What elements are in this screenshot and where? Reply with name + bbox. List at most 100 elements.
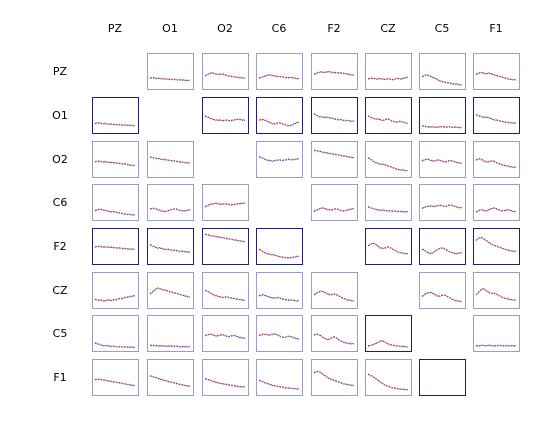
series-line-secondary (149, 208, 191, 213)
series-line-primary (475, 157, 517, 168)
panel-frame (365, 97, 412, 134)
series-line-primary (313, 207, 355, 212)
series-line-primary (258, 294, 300, 302)
series-line-primary (475, 344, 517, 347)
series-line-secondary (313, 334, 354, 345)
series-line-primary (421, 247, 462, 254)
panel-o2-o1 (147, 141, 194, 178)
series-line-primary (313, 290, 355, 302)
column-label-o2: O2 (217, 22, 233, 35)
panel-f1-o2 (202, 359, 249, 396)
panel-frame (92, 359, 139, 396)
panel-c5-f1 (473, 315, 520, 352)
panel-c5-pz (92, 315, 139, 352)
series-line-primary (367, 373, 409, 390)
series-line-secondary (475, 207, 516, 213)
series-line-primary (258, 74, 300, 79)
series-line-primary (150, 76, 191, 81)
series-line-secondary (94, 295, 136, 302)
series-line-secondary (421, 292, 462, 303)
panel-frame (473, 53, 520, 90)
panel-f2-o2 (202, 228, 249, 265)
panel-frame (365, 315, 412, 352)
panel-f1-c6 (256, 359, 303, 396)
row-label-o1: O1 (52, 109, 68, 122)
series-line-primary (475, 207, 516, 212)
panel-c6-c5 (419, 184, 466, 221)
panel-f2-c5 (419, 228, 466, 265)
series-line-primary (204, 202, 245, 207)
panel-c6-o1 (147, 184, 194, 221)
series-line-secondary (367, 77, 409, 81)
panel-c5-o2 (202, 315, 249, 352)
panel-o1-pz (92, 97, 139, 134)
panel-frame (419, 97, 466, 134)
panel-frame (473, 315, 520, 352)
panel-frame (256, 228, 303, 265)
panel-c6-pz (92, 184, 139, 221)
panel-frame (147, 272, 194, 309)
series-line-primary (475, 114, 517, 124)
panel-frame (92, 228, 139, 265)
series-line-primary (421, 204, 462, 209)
series-line-primary (258, 248, 300, 259)
series-line-primary (421, 125, 463, 128)
column-label-f1: F1 (489, 22, 502, 35)
column-label-o1: O1 (162, 22, 178, 35)
panel-c5-f2 (311, 315, 358, 352)
panel-f1-pz (92, 359, 139, 396)
series-line-secondary (258, 119, 300, 127)
panel-cz-c5 (419, 272, 466, 309)
panel-frame (256, 272, 303, 309)
series-line-secondary (149, 288, 191, 298)
series-line-secondary (367, 115, 409, 125)
panel-frame (365, 141, 412, 178)
panel-f1-c5 (419, 359, 466, 396)
panel-frame (473, 228, 520, 265)
series-line-primary (94, 378, 136, 386)
panel-pz-f1 (473, 53, 520, 90)
panel-frame (147, 53, 194, 90)
panel-frame (473, 97, 520, 134)
series-line-secondary (475, 345, 517, 347)
series-line-primary (204, 333, 245, 339)
series-line-primary (313, 149, 355, 158)
series-line-primary (149, 207, 191, 212)
series-line-primary (313, 113, 355, 122)
panel-frame (202, 97, 249, 134)
panel-frame (311, 53, 358, 90)
row-label-pz: PZ (53, 65, 68, 78)
panel-frame (92, 97, 139, 134)
panel-frame (256, 315, 303, 352)
series-line-primary (94, 208, 136, 216)
panel-c5-c6 (256, 315, 303, 352)
series-line-secondary (313, 371, 354, 387)
series-line-primary (149, 344, 190, 347)
panel-frame (419, 141, 466, 178)
panel-c6-cz (365, 184, 412, 221)
panel-pz-o1 (147, 53, 194, 90)
panel-f2-c6 (256, 228, 303, 265)
series-line-primary (258, 379, 299, 390)
series-line-secondary (204, 290, 245, 301)
series-line-primary (313, 70, 355, 76)
panel-f2-o1 (147, 228, 194, 265)
panel-frame (311, 272, 358, 309)
series-line-primary (149, 244, 191, 253)
series-line-secondary (475, 288, 517, 301)
series-line-primary (367, 206, 408, 213)
panel-frame (311, 359, 358, 396)
series-line-primary (94, 342, 135, 348)
panel-cz-o1 (147, 272, 194, 309)
series-line-secondary (94, 378, 136, 387)
series-line-primary (149, 156, 191, 164)
series-line-primary (204, 378, 246, 388)
series-line-primary (204, 115, 246, 121)
series-line-primary (94, 160, 136, 166)
series-line-primary (149, 375, 191, 387)
panel-o2-f1 (473, 141, 520, 178)
series-line-secondary (94, 246, 135, 251)
panel-f2-cz (365, 228, 412, 265)
panel-frame (202, 228, 249, 265)
column-label-c5: C5 (435, 22, 450, 35)
